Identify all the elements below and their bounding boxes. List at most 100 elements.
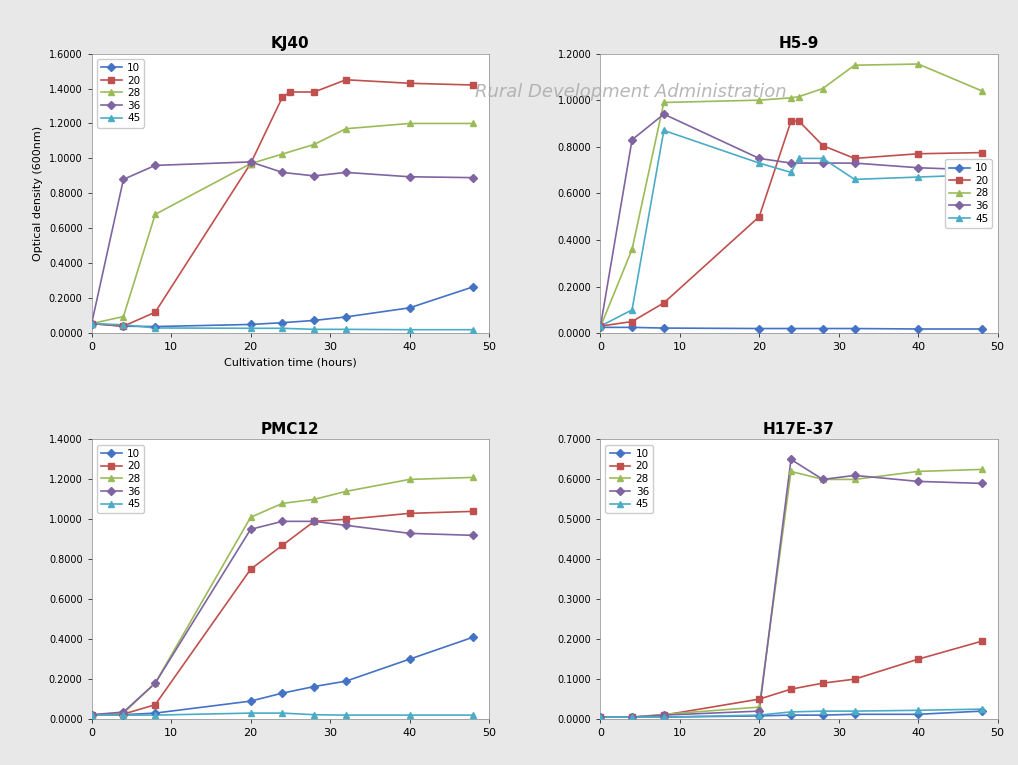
28 — [308, 495, 321, 504]
10 — [595, 712, 607, 721]
Line: 10: 10 — [89, 634, 475, 718]
28 — [276, 149, 288, 158]
10 — [912, 710, 924, 719]
20 — [912, 149, 924, 158]
36 — [149, 161, 161, 170]
10 — [340, 312, 352, 321]
10 — [785, 324, 797, 333]
45 — [117, 321, 129, 330]
20 — [816, 141, 829, 150]
10 — [244, 320, 257, 329]
36 — [403, 172, 415, 181]
10 — [658, 712, 670, 721]
45 — [793, 154, 805, 163]
45 — [975, 170, 987, 179]
10 — [276, 688, 288, 698]
36 — [975, 165, 987, 174]
20 — [86, 711, 98, 720]
Line: 36: 36 — [89, 159, 475, 327]
36 — [912, 163, 924, 172]
45 — [626, 305, 638, 314]
10 — [467, 633, 479, 642]
Line: 45: 45 — [598, 128, 984, 329]
28 — [403, 119, 415, 128]
36 — [785, 455, 797, 464]
10 — [86, 711, 98, 720]
36 — [595, 712, 607, 721]
28 — [117, 708, 129, 718]
10 — [912, 324, 924, 334]
10 — [626, 712, 638, 721]
36 — [403, 529, 415, 538]
Legend: 10, 20, 28, 36, 45: 10, 20, 28, 36, 45 — [945, 159, 993, 228]
45 — [86, 711, 98, 720]
10 — [816, 324, 829, 333]
28 — [149, 679, 161, 688]
20 — [308, 87, 321, 96]
10 — [785, 711, 797, 720]
36 — [816, 158, 829, 168]
20 — [848, 154, 860, 163]
Legend: 10, 20, 28, 36, 45: 10, 20, 28, 36, 45 — [97, 59, 145, 128]
20 — [793, 116, 805, 125]
45 — [912, 172, 924, 181]
10 — [149, 322, 161, 331]
36 — [816, 475, 829, 484]
36 — [658, 109, 670, 119]
Legend: 10, 20, 28, 36, 45: 10, 20, 28, 36, 45 — [606, 444, 654, 513]
28 — [785, 467, 797, 476]
20 — [403, 79, 415, 88]
Line: 28: 28 — [598, 61, 984, 330]
45 — [149, 711, 161, 720]
20 — [244, 565, 257, 574]
28 — [276, 499, 288, 508]
20 — [308, 517, 321, 526]
20 — [149, 308, 161, 317]
45 — [276, 708, 288, 718]
10 — [149, 708, 161, 718]
Line: 28: 28 — [598, 467, 984, 720]
45 — [595, 712, 607, 721]
20 — [626, 317, 638, 326]
10 — [467, 282, 479, 291]
28 — [753, 702, 766, 711]
10 — [276, 318, 288, 327]
28 — [149, 210, 161, 219]
36 — [753, 707, 766, 716]
28 — [86, 710, 98, 719]
28 — [86, 319, 98, 328]
Line: 28: 28 — [89, 121, 475, 327]
36 — [276, 168, 288, 177]
Line: 45: 45 — [89, 321, 475, 333]
Title: KJ40: KJ40 — [271, 36, 309, 51]
45 — [403, 325, 415, 334]
Legend: 10, 20, 28, 36, 45: 10, 20, 28, 36, 45 — [97, 444, 145, 513]
36 — [467, 531, 479, 540]
20 — [244, 159, 257, 168]
28 — [658, 710, 670, 719]
20 — [595, 712, 607, 721]
20 — [848, 675, 860, 684]
20 — [975, 636, 987, 646]
45 — [848, 174, 860, 184]
20 — [595, 321, 607, 330]
10 — [86, 319, 98, 328]
36 — [595, 323, 607, 332]
45 — [816, 707, 829, 716]
20 — [276, 93, 288, 102]
36 — [117, 708, 129, 717]
Line: 10: 10 — [89, 284, 475, 329]
45 — [753, 711, 766, 720]
36 — [753, 154, 766, 163]
45 — [595, 321, 607, 330]
45 — [753, 158, 766, 168]
20 — [658, 711, 670, 720]
45 — [975, 705, 987, 714]
36 — [467, 173, 479, 182]
36 — [340, 521, 352, 530]
45 — [626, 712, 638, 721]
20 — [785, 116, 797, 125]
36 — [626, 712, 638, 721]
Line: 45: 45 — [89, 711, 475, 718]
20 — [467, 506, 479, 516]
